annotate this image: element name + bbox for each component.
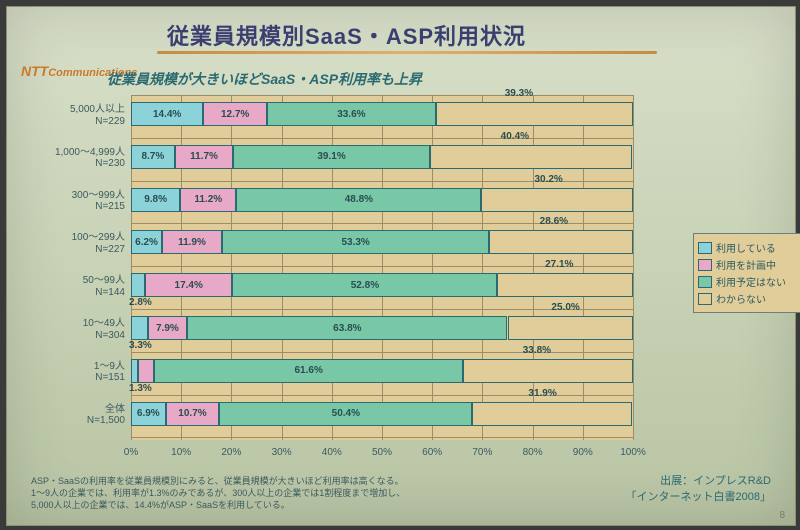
plot: 0%10%20%30%40%50%60%70%80%90%100%14.4%12… <box>131 95 633 440</box>
category-label: 300〜999人N=215 <box>43 190 125 213</box>
legend-item: 利用を計画中 <box>698 257 800 272</box>
bar-value-label: 40.4% <box>501 131 529 142</box>
bar-value-label: 2.8% <box>129 297 152 308</box>
source-citation: 出展：インプレスR&D「インターネット白書2008」 <box>626 474 771 505</box>
bar-segment: 9.8% <box>131 188 180 212</box>
chart-area: 0% 10% 20% 30% 40% 50% 60% 70% 80% 90% 100% 14.4%12… <box>43 95 683 467</box>
bar-segment: 33.6% <box>267 102 436 126</box>
bar-row: 1.3%61.6%33.8% <box>131 359 633 383</box>
legend-label: 利用を計画中 <box>716 257 776 272</box>
bar-segment: 17.4% <box>145 273 232 297</box>
bar-segment <box>138 359 155 383</box>
category-label: 1,000〜4,999人N=230 <box>43 147 125 170</box>
x-tick: 10% <box>166 447 196 458</box>
bar-segment: 50.4% <box>219 402 472 426</box>
bar-row: 3.3%7.9%63.8%25.0% <box>131 316 633 340</box>
x-tick: 60% <box>417 447 447 458</box>
bar-row: 9.8%11.2%48.8%30.2% <box>131 188 633 212</box>
bar-segment: 63.8% <box>187 316 507 340</box>
x-tick: 80% <box>518 447 548 458</box>
category-label: 5,000人以上N=229 <box>43 104 125 127</box>
legend: 利用している利用を計画中利用予定はないわからない <box>693 233 800 313</box>
bar-segment <box>131 273 145 297</box>
bar-row: 8.7%11.7%39.1%40.4% <box>131 145 633 169</box>
bar-segment: 61.6% <box>154 359 463 383</box>
bar-value-label: 1.3% <box>129 383 152 394</box>
bar-segment <box>472 402 632 426</box>
x-tick: 0% <box>116 447 146 458</box>
x-tick: 90% <box>568 447 598 458</box>
bar-value-label: 3.3% <box>129 340 152 351</box>
title-underline <box>157 51 657 54</box>
bar-segment <box>508 316 634 340</box>
legend-label: 利用している <box>716 240 776 255</box>
bar-segment: 11.9% <box>162 230 222 254</box>
bar-row: 2.8%17.4%52.8%27.1% <box>131 273 633 297</box>
legend-item: 利用予定はない <box>698 274 800 289</box>
legend-item: わからない <box>698 291 800 306</box>
bar-value-label: 27.1% <box>545 259 573 270</box>
legend-swatch <box>698 242 712 254</box>
legend-label: 利用予定はない <box>716 274 786 289</box>
bar-value-label: 25.0% <box>551 302 579 313</box>
bar-value-label: 28.6% <box>540 216 568 227</box>
bar-segment: 6.9% <box>131 402 166 426</box>
x-tick: 20% <box>216 447 246 458</box>
category-label: 全体N=1,500 <box>43 404 125 427</box>
bar-segment <box>430 145 633 169</box>
bar-value-label: 33.8% <box>523 345 551 356</box>
bar-segment: 11.2% <box>180 188 236 212</box>
x-tick: 70% <box>467 447 497 458</box>
bar-value-label: 31.9% <box>528 388 556 399</box>
subtitle: 従業員規模が大きいほどSaaS・ASP利用率も上昇 <box>107 69 422 89</box>
page-number: 8 <box>779 510 785 521</box>
category-label: 100〜299人N=227 <box>43 232 125 255</box>
bar-segment <box>497 273 633 297</box>
legend-swatch <box>698 276 712 288</box>
legend-label: わからない <box>716 291 766 306</box>
bar-segment <box>481 188 633 212</box>
bar-segment: 11.7% <box>175 145 234 169</box>
category-label: 50〜99人N=144 <box>43 275 125 298</box>
bar-segment: 14.4% <box>131 102 203 126</box>
page-title: 従業員規模別SaaS・ASP利用状況 <box>167 19 526 51</box>
x-tick: 30% <box>267 447 297 458</box>
x-tick: 100% <box>618 447 648 458</box>
bar-segment: 7.9% <box>148 316 188 340</box>
bar-segment: 8.7% <box>131 145 175 169</box>
bar-row: 6.9%10.7%50.4%31.9% <box>131 402 633 426</box>
bar-segment <box>436 102 633 126</box>
bar-row: 6.2%11.9%53.3%28.6% <box>131 230 633 254</box>
bar-segment: 48.8% <box>236 188 481 212</box>
logo-line1: NTT <box>21 63 48 79</box>
x-tick: 40% <box>317 447 347 458</box>
x-tick: 50% <box>367 447 397 458</box>
bar-segment: 39.1% <box>233 145 429 169</box>
bar-segment: 6.2% <box>131 230 162 254</box>
category-label: 1〜9人N=151 <box>43 361 125 384</box>
bar-value-label: 39.3% <box>505 88 533 99</box>
bar-segment: 52.8% <box>232 273 497 297</box>
bar-segment: 12.7% <box>203 102 267 126</box>
legend-swatch <box>698 293 712 305</box>
category-label: 10〜49人N=304 <box>43 318 125 341</box>
bar-value-label: 30.2% <box>534 174 562 185</box>
footer-note: ASP・SaaSの利用率を従業員規模別にみると、従業員規模が大きいほど利用率は高… <box>31 475 405 511</box>
bar-segment <box>131 316 148 340</box>
bar-segment: 10.7% <box>166 402 220 426</box>
legend-swatch <box>698 259 712 271</box>
bar-row: 14.4%12.7%33.6%39.3% <box>131 102 633 126</box>
bar-segment <box>463 359 633 383</box>
legend-item: 利用している <box>698 240 800 255</box>
bar-segment <box>489 230 633 254</box>
bar-segment: 53.3% <box>222 230 490 254</box>
